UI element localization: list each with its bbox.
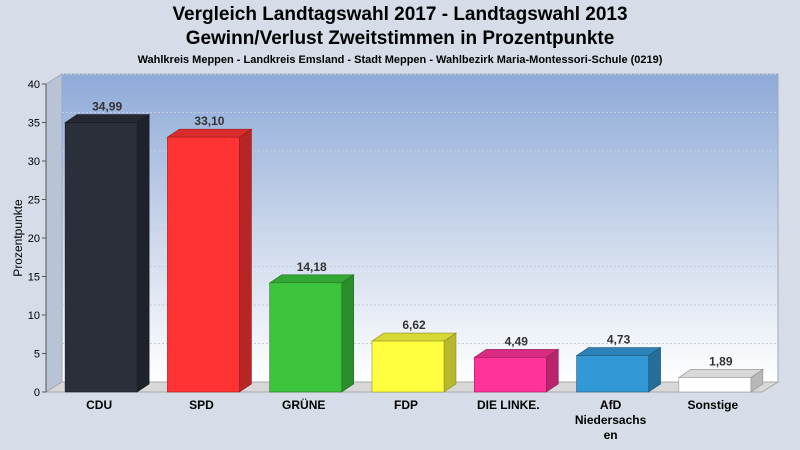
data-label: 14,18 <box>297 260 327 274</box>
bar-side <box>443 332 457 393</box>
bar-top <box>166 128 253 138</box>
bar-top <box>473 349 560 358</box>
bar <box>677 368 764 393</box>
y-tick-label: 15 <box>28 272 40 284</box>
bar-top <box>64 114 151 123</box>
x-tick-label: FDP <box>394 398 418 412</box>
x-tick-label: AfD <box>600 398 622 412</box>
bar-front <box>167 136 240 393</box>
bar-front <box>64 122 138 393</box>
bar <box>268 274 355 393</box>
x-tick-label: en <box>604 428 618 442</box>
bar-front <box>678 377 752 393</box>
data-label: 4,73 <box>607 333 631 347</box>
y-tick-label: 25 <box>28 195 40 207</box>
y-tick-label: 35 <box>28 118 40 130</box>
x-tick-label: CDU <box>86 398 112 412</box>
plot-side-wall <box>45 73 63 393</box>
data-label: 33,10 <box>194 114 224 128</box>
y-tick-label: 0 <box>34 387 40 399</box>
y-tick-label: 30 <box>28 156 40 168</box>
bar <box>64 114 151 393</box>
chart-title-2: Gewinn/Verlust Zweitstimmen in Prozentpu… <box>185 28 615 49</box>
bar-top <box>268 274 355 284</box>
bar-front <box>269 282 343 393</box>
bar <box>575 347 662 393</box>
bar-front <box>576 355 649 393</box>
x-tick-label: Sonstige <box>688 398 739 412</box>
data-label: 4,49 <box>505 334 529 348</box>
bar <box>473 348 560 393</box>
bar <box>371 332 457 393</box>
bar-top <box>575 347 662 356</box>
bar-side <box>239 128 252 393</box>
data-label: 1,89 <box>709 354 733 368</box>
x-tick-label: Niedersachs <box>575 413 647 427</box>
x-tick-label: DIE LINKE. <box>477 398 540 412</box>
chart-subtitle: Wahlkreis Meppen - Landkreis Emsland - S… <box>137 54 663 66</box>
x-tick-label: GRÜNE <box>282 397 325 412</box>
bar-front <box>371 340 445 393</box>
data-label: 6,62 <box>402 318 426 332</box>
chart-title: Vergleich Landtagswahl 2017 - Landtagswa… <box>172 4 628 25</box>
bar-top <box>677 369 764 378</box>
data-label: 34,99 <box>92 100 122 114</box>
bar-top <box>371 332 457 342</box>
bar <box>166 128 253 393</box>
y-tick-label: 5 <box>34 349 40 361</box>
x-tick-label: SPD <box>189 398 214 412</box>
bar-side <box>341 274 355 393</box>
y-tick-label: 40 <box>28 79 40 91</box>
y-axis-label: Prozentpunkte <box>11 199 25 277</box>
y-tick-label: 10 <box>28 310 40 322</box>
y-tick-label: 20 <box>28 233 40 245</box>
bar-front <box>473 357 547 393</box>
bar-side <box>136 114 150 393</box>
